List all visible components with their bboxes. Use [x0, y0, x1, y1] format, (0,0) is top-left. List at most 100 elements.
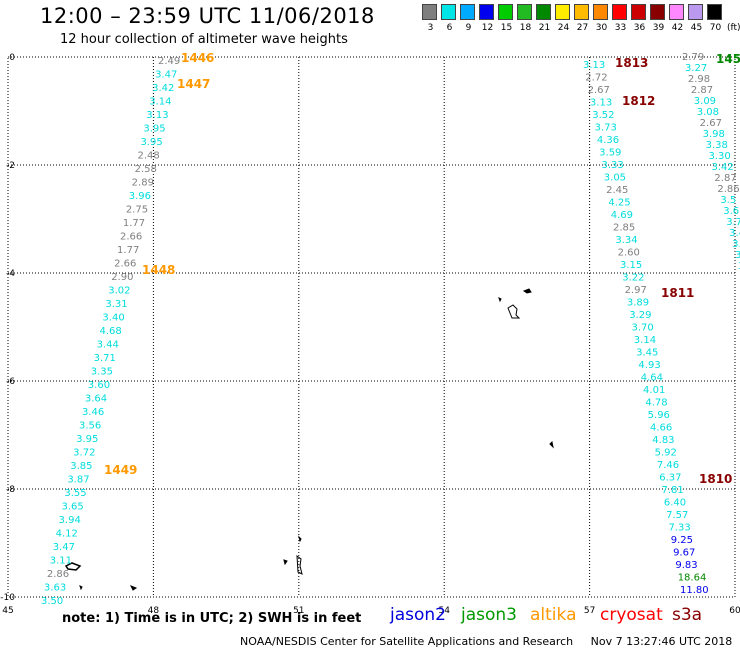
wave-height-value: 4.78: [645, 398, 667, 409]
scale-swatch: [650, 4, 665, 20]
wave-height-value: 4.69: [611, 210, 633, 221]
wave-height-value: 4.25: [608, 198, 630, 209]
wave-height-value: 3.4: [729, 228, 740, 239]
scale-label: 27: [576, 23, 589, 33]
island-small-3: [79, 585, 83, 591]
wave-height-value: 2.87: [691, 85, 713, 96]
wave-height-value: 3.38: [706, 140, 728, 151]
scale-swatch: [460, 4, 475, 20]
wave-height-value: 5.96: [648, 410, 670, 421]
wave-height-value: 3.34: [615, 235, 637, 246]
scale-swatch: [612, 4, 627, 20]
pass-time-label: 145: [716, 52, 740, 66]
wave-height-value: 4.68: [100, 326, 122, 337]
wave-height-value: 3.05: [604, 173, 626, 184]
wave-height-value: 2.72: [585, 73, 607, 84]
scale-swatch: [669, 4, 684, 20]
wave-height-value: 3.95: [143, 124, 165, 135]
wave-height-value: 4.36: [597, 135, 619, 146]
wave-height-value: 4.64: [641, 373, 663, 384]
wave-height-value: 7.81: [662, 485, 684, 496]
pass-time-label: 1810: [699, 472, 732, 486]
scale-swatch: [593, 4, 608, 20]
wave-height-value: 2.67: [588, 85, 610, 96]
wave-height-value: 3.42: [711, 162, 733, 173]
wave-height-value: 3.40: [102, 313, 124, 324]
footer-timestamp: Nov 7 13:27:46 UTC 2018: [590, 635, 733, 648]
longitude-tick-label: 45: [2, 606, 13, 616]
scale-label: 9: [465, 23, 472, 33]
wave-height-value: 2.98: [688, 74, 710, 85]
scale-swatch: [479, 4, 494, 20]
island-small-4: [129, 585, 138, 591]
scale-label: 30: [595, 23, 608, 33]
wave-height-value: 3.7: [726, 217, 740, 228]
wave-height-value: 3.60: [88, 380, 110, 391]
wave-height-value: 3.13: [590, 98, 612, 109]
wave-height-value: 2.67: [700, 118, 722, 129]
longitude-tick-label: 60: [729, 606, 740, 616]
pass-time-labels: 1446 1447 1448 1449 1813 1812 1811 1810 145: [104, 51, 740, 486]
footnote: note: 1) Time is in UTC; 2) SWH is in fe…: [62, 611, 362, 626]
wave-height-value: 3.85: [70, 461, 92, 472]
scale-label: 42: [671, 23, 684, 33]
wave-height-value: 4.93: [638, 360, 660, 371]
wave-height-value: 11.80: [680, 585, 709, 596]
wave-height-value: 4.66: [650, 423, 672, 434]
wave-height-value: 3.33: [601, 160, 623, 171]
scale-swatch: [555, 4, 570, 20]
wave-height-value: 3.96: [129, 191, 151, 202]
scale-unit: (ft): [727, 23, 740, 33]
wave-height-value: 9.83: [675, 560, 697, 571]
wave-height-value: 4.12: [56, 529, 78, 540]
wave-height-value: 3.15: [620, 260, 642, 271]
wave-height-value: 3.52: [592, 110, 614, 121]
scale-label: 33: [614, 23, 627, 33]
longitude-tick-label: 48: [148, 606, 160, 616]
wave-height-value: 5.92: [655, 448, 677, 459]
island-small-5: [283, 559, 288, 566]
island-aldabra: [64, 562, 82, 571]
wave-height-value: 3.42: [152, 83, 174, 94]
wave-height-value: 4.01: [643, 385, 665, 396]
wave-height-value: 6.37: [659, 473, 681, 484]
page-title: 12:00 – 23:59 UTC 11/06/2018: [40, 4, 375, 28]
wave-height-value: 3.30: [709, 151, 731, 162]
pass-time-label: 1448: [142, 263, 175, 277]
island-agalega-1: [296, 554, 303, 575]
wave-height-value: 1.77: [123, 218, 145, 229]
wave-height-value: 2.45: [606, 185, 628, 196]
island-small-1: [498, 297, 502, 303]
longitude-tick-label: 57: [584, 606, 595, 616]
wave-height-value: 3.47: [53, 542, 75, 553]
wave-height-value: 6.40: [664, 498, 686, 509]
wave-height-value: 2.97: [625, 285, 647, 296]
wave-height-value: 9.67: [673, 548, 695, 559]
wave-height-value: 3.08: [697, 107, 719, 118]
wave-height-value: 3.29: [629, 310, 651, 321]
pass-time-label: 1447: [177, 77, 210, 91]
scale-swatch: [441, 4, 456, 20]
wave-height-value: 7.57: [666, 510, 688, 521]
wave-height-value: 3.13: [583, 60, 605, 71]
wave-height-value: 2.85: [613, 223, 635, 234]
latitude-tick-label: 0: [9, 53, 15, 63]
wave-height-value: 3.09: [694, 96, 716, 107]
scale-swatch: [574, 4, 589, 20]
page-subtitle: 12 hour collection of altimeter wave hei…: [60, 32, 348, 47]
wave-height-value: 3.50: [41, 596, 63, 607]
pass-time-label: 1446: [181, 51, 214, 65]
wave-height-value: 4.83: [652, 435, 674, 446]
scale-label: 15: [500, 23, 513, 33]
wave-height-value: 2.86: [717, 184, 739, 195]
legend-s3a: s3a: [672, 605, 703, 625]
scale-label: 6: [446, 23, 453, 33]
wave-height-value: 3.44: [97, 340, 119, 351]
wave-height-value: 3.71: [94, 353, 116, 364]
scale-label: 45: [690, 23, 703, 33]
map-frame: [7, 56, 736, 598]
legend-jason2: jason2: [390, 605, 446, 625]
wave-height-value: 2.49: [158, 56, 180, 67]
legend-jason3: jason3: [461, 605, 517, 625]
latitude-tick-label: -8: [6, 485, 15, 495]
